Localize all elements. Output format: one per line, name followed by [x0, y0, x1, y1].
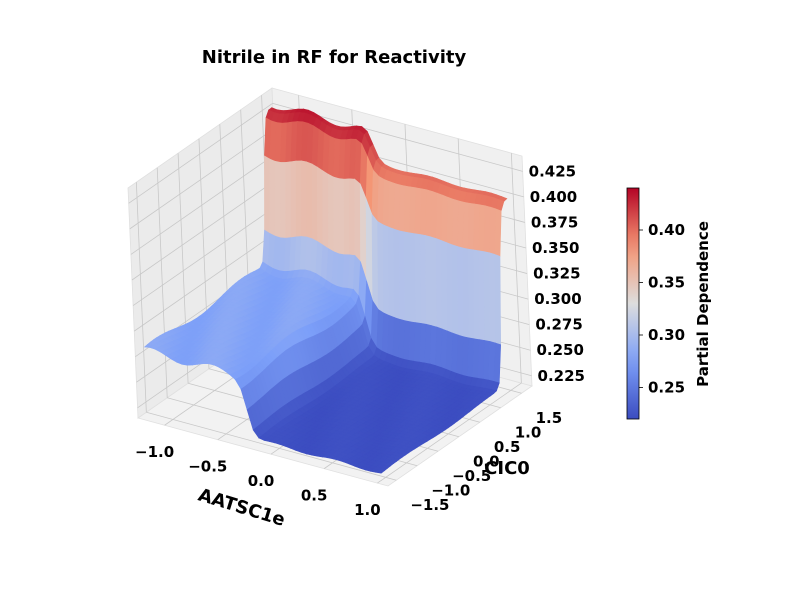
colorbar-ticks: 0.25 0.30 0.35 0.40 [639, 221, 685, 397]
surface-cell [301, 160, 308, 238]
surface-cell [430, 236, 438, 328]
z-tick-label: 0.250 [536, 341, 583, 359]
chart-title: Nitrile in RF for Reactivity [202, 47, 467, 68]
colorbar-tick-label: 0.30 [648, 326, 685, 344]
z-tick-label: 0.225 [538, 367, 585, 385]
y-gridline [156, 167, 168, 398]
z-tick-label: 0.275 [535, 316, 582, 334]
y-tick-label: 1.5 [536, 409, 563, 427]
x-tick-label: −0.5 [188, 458, 227, 476]
x-gridline [377, 382, 522, 484]
surface-cell [371, 213, 379, 311]
surface-cell [338, 178, 345, 256]
surface-cell [317, 166, 324, 246]
x-tick-label: 0.0 [248, 472, 275, 490]
colorbar-tick-label: 0.25 [648, 379, 685, 397]
x-tick-label: 0.5 [301, 487, 328, 505]
y-axis-label: CIC0 [484, 458, 530, 479]
y-gridline [135, 182, 147, 413]
z-tick-label: 0.375 [531, 213, 578, 231]
z-gridline [132, 205, 278, 306]
y-tick-label: 1.0 [515, 424, 542, 442]
colorbar-bar [626, 187, 640, 420]
z-gridline [131, 179, 277, 281]
z-gridline [133, 230, 279, 332]
y-tick-label: 0.0 [473, 453, 500, 471]
surface-cell [382, 224, 390, 316]
surface-cell [274, 160, 281, 239]
colorbar-label: Partial Dependence [694, 221, 712, 387]
surface-cell [494, 208, 502, 257]
y-tick-label: −1.0 [431, 482, 470, 500]
surface-plot [143, 107, 508, 474]
colorbar: 0.25 0.30 0.35 0.40 Partial Dependence [626, 187, 712, 420]
z-tick-label: 0.325 [533, 265, 580, 283]
surface-cell [354, 178, 361, 263]
surface-cell [457, 246, 464, 338]
z-gridline [130, 154, 276, 255]
surface-cell [343, 178, 350, 256]
surface-cell [311, 163, 318, 242]
y-tick-label: 0.5 [494, 438, 521, 456]
x-tick-label: −1.0 [135, 443, 174, 461]
z-tick-label: 0.300 [534, 290, 581, 308]
tick-labels: −1.0−0.50.00.51.0 −1.5−1.0−0.50.00.51.01.… [135, 162, 585, 519]
surface-cell [333, 176, 340, 255]
surface-cell [306, 161, 313, 240]
surface-cell [483, 251, 491, 342]
y-tick-label: −0.5 [452, 467, 491, 485]
z-tick-label: 0.425 [529, 162, 576, 180]
surface-cell [375, 469, 386, 474]
surface-cell [327, 173, 335, 253]
surface-cell [493, 342, 502, 384]
y-tick-label: −1.5 [410, 496, 449, 514]
z-gridline [128, 103, 273, 204]
y-gridline [146, 411, 397, 481]
surface-cell [285, 161, 292, 239]
surface-cell [290, 160, 297, 238]
z-gridline [129, 128, 275, 230]
surface-cell [349, 178, 356, 256]
x-gridline [510, 153, 522, 384]
surface-cell [280, 162, 287, 239]
z-tick-label: 0.400 [530, 188, 577, 206]
colorbar-tick-label: 0.35 [648, 274, 685, 292]
surface-cell [269, 158, 276, 237]
x-axis-label: AATSC1e [196, 485, 288, 531]
colorbar-tick-label: 0.40 [648, 221, 685, 239]
x-tick-label: 1.0 [354, 501, 381, 519]
surface-cell [441, 240, 448, 332]
surface-cell [494, 253, 502, 346]
surface-cell [264, 155, 271, 235]
surface-cell [322, 170, 329, 250]
z-tick-label: 0.350 [532, 239, 579, 257]
surface-cell [295, 160, 302, 238]
